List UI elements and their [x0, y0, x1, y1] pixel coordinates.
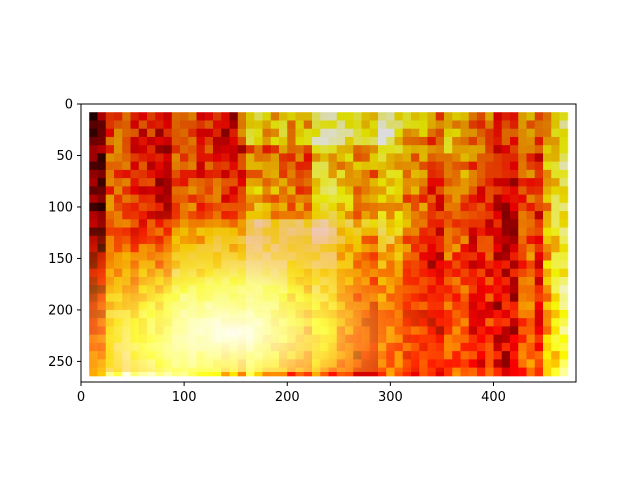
x-tick-label: 0 — [77, 390, 85, 405]
x-tick-label: 100 — [172, 390, 197, 405]
y-tick-label: 0 — [65, 98, 73, 113]
plot-area — [89, 112, 569, 377]
y-axis: 0 50 100 150 200 250 — [48, 98, 81, 370]
x-tick-label: 400 — [481, 390, 506, 405]
y-tick-label: 150 — [48, 252, 73, 267]
plot-frame — [80, 103, 577, 383]
x-axis: 0 100 200 300 400 — [77, 382, 506, 405]
y-tick-label: 200 — [48, 303, 73, 318]
y-tick-label: 250 — [48, 355, 73, 370]
y-tick-label: 50 — [56, 149, 73, 164]
y-tick-label: 100 — [48, 200, 73, 215]
heatmap-glow-overlay — [89, 112, 569, 372]
x-tick-label: 200 — [275, 390, 300, 405]
x-tick-label: 300 — [378, 390, 403, 405]
